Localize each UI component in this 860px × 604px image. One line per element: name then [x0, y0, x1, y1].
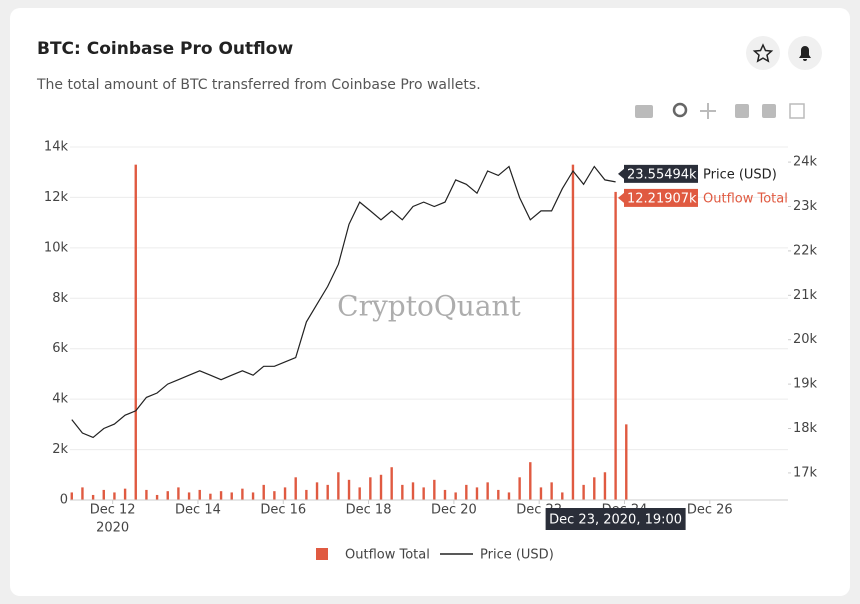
bar — [603, 472, 607, 500]
x-tick-label: Dec 18 — [346, 503, 392, 518]
bar — [401, 484, 404, 500]
bar — [219, 491, 223, 500]
legend-swatch — [316, 548, 328, 560]
bar — [305, 489, 308, 500]
y-tick-label: 4k — [52, 392, 68, 407]
bar — [134, 164, 137, 500]
hover-x-box — [545, 508, 686, 530]
hover-pointer — [618, 192, 624, 203]
bar — [550, 482, 553, 500]
bar — [507, 492, 511, 500]
bar — [422, 487, 425, 500]
y2-tick-label: 17k — [793, 465, 818, 480]
bar — [433, 479, 436, 500]
bar — [294, 477, 297, 500]
bar — [155, 494, 159, 500]
bar — [358, 487, 361, 500]
y-tick-label: 0 — [60, 493, 68, 508]
star-button[interactable] — [746, 36, 780, 70]
bar — [241, 488, 244, 500]
bar — [198, 489, 201, 500]
hover-box — [624, 188, 698, 207]
y2-tick-label: 24k — [793, 155, 818, 170]
x-tick-label: Dec 16 — [260, 503, 306, 518]
bar — [70, 492, 73, 500]
bar — [337, 472, 340, 500]
y2-tick-label: 23k — [793, 199, 818, 214]
bar — [411, 482, 415, 500]
bar — [518, 477, 521, 500]
bar — [561, 492, 564, 500]
chart-title: BTC: Coinbase Pro Outflow — [37, 39, 293, 59]
y-tick-label: 2k — [52, 442, 68, 457]
hover-series: Outflow Total — [703, 191, 788, 206]
chart-subtitle: The total amount of BTC transferred from… — [36, 77, 481, 93]
hover-box — [624, 164, 698, 183]
bar — [251, 492, 255, 500]
price-line — [71, 165, 616, 439]
hover-series: Price (USD) — [703, 167, 777, 182]
bar — [582, 484, 585, 500]
x-tick-label: Dec 12 — [90, 503, 136, 518]
bar — [486, 482, 489, 500]
bar — [454, 492, 457, 500]
bar — [315, 482, 319, 500]
bar — [443, 489, 447, 500]
bar — [102, 489, 105, 500]
card — [10, 8, 850, 596]
bar — [347, 479, 351, 500]
bar — [369, 477, 372, 500]
bar — [475, 487, 479, 500]
bar — [326, 484, 329, 500]
y2-tick-label: 22k — [793, 243, 818, 258]
x-tick-label: Dec 14 — [175, 503, 221, 518]
y2-tick-label: 20k — [793, 332, 818, 347]
bell-button[interactable] — [788, 36, 822, 70]
bar — [187, 492, 191, 500]
y-tick-label: 6k — [52, 341, 68, 356]
y2-tick-label: 21k — [793, 288, 818, 303]
bar — [113, 492, 116, 500]
bar — [593, 477, 596, 500]
bar — [379, 474, 383, 500]
legend-label: Outflow Total — [345, 548, 430, 563]
bar — [283, 487, 287, 500]
bar — [625, 424, 628, 500]
x-tick-label: Dec 20 — [431, 503, 477, 518]
bar — [571, 164, 575, 500]
y-tick-label: 14k — [44, 140, 69, 155]
bar — [262, 484, 265, 500]
bar — [91, 494, 95, 500]
bar — [273, 491, 276, 500]
bar — [465, 484, 468, 500]
bar — [209, 493, 212, 500]
y2-tick-label: 18k — [793, 421, 818, 436]
toolbar[interactable] — [635, 102, 805, 119]
bar — [166, 491, 169, 500]
y2-tick-label: 19k — [793, 377, 818, 392]
hover-value: 23.55494k — [627, 167, 697, 182]
hover-value: 12.21907k — [627, 191, 697, 206]
x-tick-label: Dec 26 — [687, 503, 733, 518]
bar — [614, 191, 617, 500]
hover-x-label: Dec 23, 2020, 19:00 — [549, 513, 682, 528]
watermark: CryptoQuant — [337, 290, 521, 323]
y-tick-label: 12k — [44, 190, 69, 205]
bar — [123, 488, 127, 500]
bar — [145, 489, 148, 500]
bar — [539, 487, 543, 500]
bar — [81, 487, 84, 500]
bar — [177, 487, 180, 500]
y-tick-label: 8k — [52, 291, 68, 306]
y-tick-label: 10k — [44, 240, 69, 255]
bar — [230, 492, 233, 500]
legend-label: Price (USD) — [480, 548, 554, 563]
hover-pointer — [618, 168, 624, 179]
bar — [529, 462, 532, 500]
bar — [390, 467, 393, 500]
x-tick-sublabel: 2020 — [96, 521, 129, 536]
bar — [497, 489, 500, 500]
